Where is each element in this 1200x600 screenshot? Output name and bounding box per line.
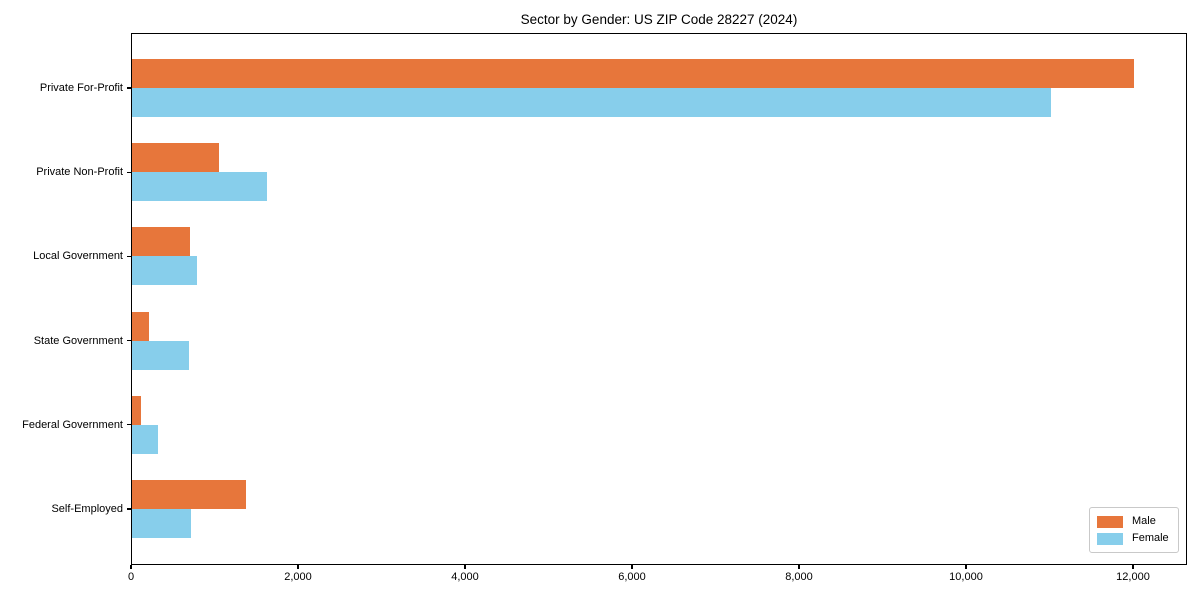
- bar-female-local-government: [132, 256, 197, 286]
- legend-label-male: Male: [1132, 515, 1156, 527]
- legend-item-female: Female: [1097, 530, 1171, 547]
- xtick-label-0: 0: [127, 571, 135, 583]
- chart-title: Sector by Gender: US ZIP Code 28227 (202…: [520, 12, 798, 27]
- ytick-label-federal-government: Federal Government: [22, 418, 123, 431]
- bar-male-state-government: [132, 311, 149, 341]
- ytick-label-self-employed: Self-Employed: [51, 503, 123, 515]
- xtick-label-6000: 6,000: [618, 571, 646, 583]
- xtick-mark-2000: [297, 565, 299, 569]
- legend-item-male: Male: [1097, 513, 1171, 530]
- xtick-label-2000: 2,000: [284, 571, 312, 583]
- bar-female-private-for-profit: [132, 88, 1051, 117]
- xtick-mark-6000: [631, 565, 633, 569]
- ytick-mark-self-employed: [127, 508, 131, 510]
- ytick-mark-federal-government: [127, 424, 131, 426]
- bar-female-private-non-profit: [132, 172, 267, 202]
- bar-female-self-employed: [132, 509, 191, 538]
- xtick-mark-8000: [798, 565, 800, 569]
- ytick-mark-private-for-profit: [127, 87, 131, 89]
- xtick-label-4000: 4,000: [451, 571, 479, 583]
- ytick-mark-local-government: [127, 255, 131, 257]
- bar-female-state-government: [132, 340, 189, 370]
- ytick-label-local-government: Local Government: [33, 250, 123, 263]
- xtick-mark-10000: [965, 565, 967, 569]
- legend: Male Female: [1089, 507, 1179, 553]
- bar-male-private-for-profit: [132, 59, 1134, 88]
- bar-male-federal-government: [132, 395, 141, 425]
- bar-male-local-government: [132, 227, 190, 257]
- ytick-label-private-for-profit: Private For-Profit: [39, 82, 123, 94]
- ytick-mark-state-government: [127, 340, 131, 342]
- xtick-mark-0: [130, 565, 132, 569]
- bar-male-private-non-profit: [132, 143, 219, 173]
- ytick-label-private-non-profit: Private Non-Profit: [36, 166, 123, 179]
- legend-label-female: Female: [1132, 532, 1169, 544]
- xtick-mark-4000: [464, 565, 466, 569]
- xtick-label-8000: 8,000: [785, 571, 813, 583]
- female-swatch-icon: [1097, 532, 1123, 545]
- bar-female-federal-government: [132, 424, 158, 454]
- ytick-label-state-government: State Government: [33, 334, 123, 347]
- ytick-mark-private-non-profit: [127, 171, 131, 173]
- male-swatch-icon: [1097, 515, 1123, 528]
- bar-male-self-employed: [132, 480, 246, 509]
- xtick-label-12000: 12,000: [1116, 571, 1150, 583]
- xtick-mark-12000: [1132, 565, 1134, 569]
- xtick-label-10000: 10,000: [949, 571, 983, 583]
- plot-area: [131, 33, 1187, 565]
